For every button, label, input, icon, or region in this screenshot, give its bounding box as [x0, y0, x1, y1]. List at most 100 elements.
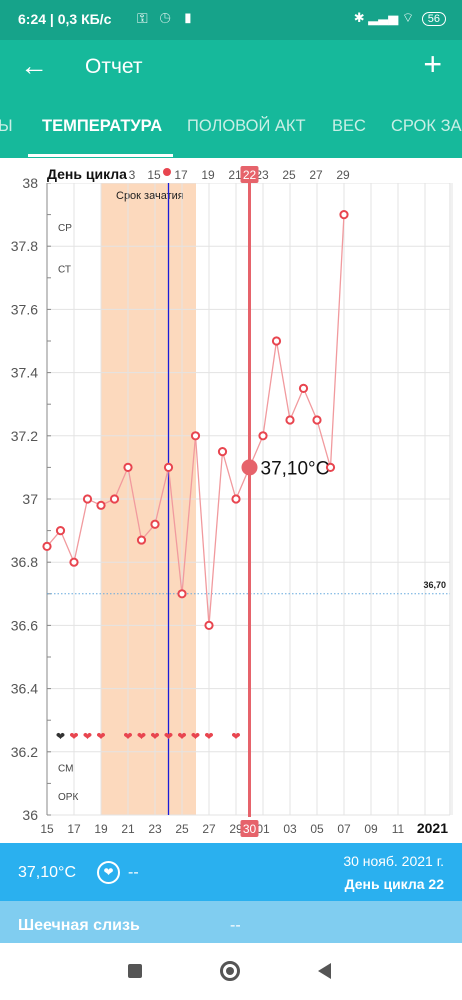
- cycle-day-label: 21: [228, 168, 242, 182]
- selected-cycle-day-label: 22: [243, 168, 257, 182]
- temperature-chart[interactable]: Срок зачатия 38 37.8 37.6 37.4 37.2 37 36.8 36.6…: [0, 158, 462, 843]
- info-bar: 37,10°C ❤ -- 30 нояб. 2021 г. День цикла…: [0, 843, 462, 901]
- temperature-point: [136, 535, 147, 545]
- chart-svg[interactable]: Срок зачатия 38 37.8 37.6 37.4 37.2 37 36.8 36.6…: [0, 158, 462, 843]
- temperature-point: [204, 620, 214, 630]
- date-tick-label: 07: [337, 822, 351, 836]
- ovulation-dot: [163, 168, 171, 176]
- y-tick-label: 36.4: [11, 681, 38, 697]
- tab-prev[interactable]: Ы: [0, 117, 13, 135]
- date-tick-label: 21: [121, 822, 135, 836]
- y-tick-label: 37.8: [11, 238, 38, 254]
- cycle-day-label: 27: [309, 168, 323, 182]
- plus-icon[interactable]: +: [423, 46, 442, 82]
- temperature-point: [69, 557, 79, 567]
- chart-title: День цикла: [47, 166, 127, 182]
- intercourse-heart-icon: ❤: [150, 731, 159, 743]
- intercourse-heart-icon: ❤: [96, 731, 105, 743]
- temperature-point: [177, 589, 187, 599]
- row-label-ct: СТ: [58, 264, 71, 275]
- cycle-day-label: 23: [255, 168, 269, 182]
- cycle-day-label: 29: [336, 168, 350, 182]
- row-label-cm: СМ: [58, 764, 73, 775]
- intercourse-heart-icon: ❤: [69, 731, 78, 743]
- date-tick-label: 05: [310, 822, 324, 836]
- intercourse-value: --: [128, 864, 139, 881]
- status-time: 6:24 | 0,3 КБ/с: [18, 11, 112, 27]
- date-tick-label: 17: [67, 822, 81, 836]
- arrow-left-icon[interactable]: ←: [20, 50, 48, 81]
- temperature-point: [271, 336, 282, 346]
- temperature-point: [42, 541, 52, 551]
- temperature-point: [339, 210, 349, 220]
- selected-temperature: 37,10°C: [18, 864, 76, 881]
- cycle-day-label: 15: [147, 168, 161, 182]
- intercourse-heart-icon: ❤: [191, 731, 200, 743]
- temperature-point: [258, 431, 268, 441]
- circle-icon[interactable]: [220, 961, 240, 981]
- date-tick-label: 15: [40, 822, 54, 836]
- selected-date: 30 нояб. 2021 г.: [343, 853, 444, 869]
- y-tick-label: 36.8: [11, 554, 38, 570]
- triangle-back-icon[interactable]: [318, 963, 331, 979]
- date-tick-label: 01: [256, 822, 270, 836]
- date-tick-label: 19: [94, 822, 108, 836]
- temperature-point: [231, 494, 241, 504]
- date-tick-label: 27: [202, 822, 216, 836]
- selected-point: [241, 459, 258, 476]
- selected-date-label: 30: [243, 822, 257, 836]
- status-right-icons: ✱ ▂▃▅ ⌔ 56: [354, 10, 446, 26]
- date-tick-label: 03: [283, 822, 297, 836]
- y-tick-label: 38: [22, 175, 38, 191]
- cycle-day-label: 3: [129, 168, 136, 182]
- tab-bar: Ы ТЕМПЕРАТУРА ПОЛОВОЙ АКТ ВЕС СРОК ЗА: [0, 96, 462, 158]
- y-tick-label: 37.2: [11, 428, 38, 444]
- y-tick-label: 37: [22, 491, 38, 507]
- date-tick-label: 11: [392, 822, 405, 836]
- status-bar: 6:24 | 0,3 КБ/с ⚿ ◷ ▮ ✱ ▂▃▅ ⌔ 56: [0, 0, 462, 40]
- temperature-point: [312, 415, 322, 425]
- cycle-day-label: 17: [174, 168, 188, 182]
- tab-conception[interactable]: СРОК ЗА: [391, 117, 462, 135]
- date-tick-label: 29: [229, 822, 243, 836]
- y-tick-label: 36.2: [11, 744, 38, 760]
- selected-date-badge: [240, 820, 259, 837]
- selected-cycle-day: День цикла 22: [344, 876, 444, 892]
- y-tick-label: 36: [22, 807, 38, 823]
- temperature-point: [96, 500, 106, 510]
- intercourse-heart-icon: ❤: [83, 731, 92, 743]
- temperature-point: [285, 415, 295, 425]
- coverline-label: 36,70: [423, 580, 446, 590]
- temperature-point: [325, 462, 336, 472]
- temperature-point: [109, 494, 120, 504]
- fertile-window-label: Срок зачатия: [116, 190, 184, 202]
- mucus-label: Шеечная слизь: [18, 917, 140, 934]
- tab-intercourse[interactable]: ПОЛОВОЙ АКТ: [187, 117, 306, 135]
- row-label-cp: СР: [58, 223, 72, 234]
- temperature-point: [55, 526, 66, 536]
- intercourse-heart-icon: ❤: [231, 731, 240, 743]
- y-tick-label: 37.4: [11, 365, 38, 381]
- temperature-point: [150, 519, 160, 529]
- status-icons: ⚿ ◷ ▮: [137, 10, 198, 26]
- date-tick-label: 25: [175, 822, 189, 836]
- intercourse-heart-icon: ❤: [164, 731, 173, 743]
- temperature-point: [217, 447, 228, 457]
- system-nav-bar: [0, 943, 462, 1000]
- temperature-point: [163, 462, 174, 472]
- battery-icon: 56: [421, 12, 446, 26]
- year-label: 2021: [417, 820, 448, 836]
- date-tick-label: 09: [364, 822, 378, 836]
- heart-circle-icon: ❤: [97, 861, 120, 884]
- page-title: Отчет: [85, 55, 143, 78]
- row-label-opk: ОРК: [58, 792, 78, 803]
- selected-cycle-day-badge: [240, 166, 259, 183]
- intercourse-heart-icon: ❤: [56, 731, 65, 743]
- tab-indicator: [28, 154, 173, 157]
- temperature-point: [190, 431, 201, 441]
- tab-weight[interactable]: ВЕС: [332, 117, 366, 135]
- tab-temperature[interactable]: ТЕМПЕРАТУРА: [42, 117, 163, 135]
- square-icon[interactable]: [128, 964, 142, 978]
- intercourse-heart-icon: ❤: [177, 731, 186, 743]
- mucus-row[interactable]: Шеечная слизь --: [0, 901, 462, 943]
